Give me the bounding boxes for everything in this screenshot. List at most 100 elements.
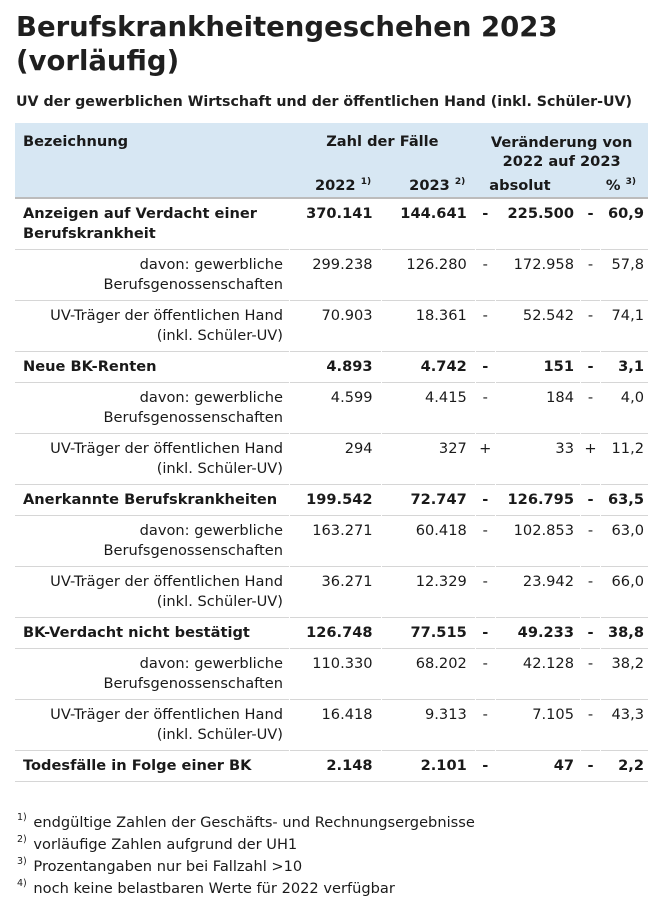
cell-absolute: 126.795 xyxy=(494,484,581,516)
cell-percent: 63,0 xyxy=(599,515,648,567)
cell-absolute: 23.942 xyxy=(494,566,581,618)
cell-2022: 126.748 xyxy=(288,617,382,649)
footnote-mark: 4) xyxy=(17,878,27,889)
cell-sign-percent: - xyxy=(580,515,601,567)
cell-percent: 63,5 xyxy=(599,484,648,516)
cell-sign-percent: - xyxy=(580,617,601,649)
row-label: UV-Träger der öffentlichen Hand (inkl. S… xyxy=(15,566,290,618)
year-2023-label: 2023 xyxy=(409,177,450,194)
cell-2023: 2.101 xyxy=(380,750,476,782)
column-header-change: Veränderung von 2022 auf 2023 xyxy=(475,123,648,171)
cell-sign-absolute: - xyxy=(474,566,496,618)
cell-percent: 2,2 xyxy=(599,750,648,782)
cell-2023: 144.641 xyxy=(380,197,476,250)
cell-2022: 163.271 xyxy=(288,515,382,567)
cell-sign-absolute: - xyxy=(474,699,496,751)
header-spacer xyxy=(15,171,290,198)
footnote-item: 2) vorläufige Zahlen aufgrund der UH1 xyxy=(17,834,475,856)
cell-sign-percent: - xyxy=(580,699,601,751)
cell-sign-absolute: - xyxy=(474,249,496,301)
table-row-sub: UV-Träger der öffentlichen Hand (inkl. S… xyxy=(15,699,648,751)
cell-sign-absolute: - xyxy=(474,484,496,516)
row-label: UV-Träger der öffentlichen Hand (inkl. S… xyxy=(15,699,290,751)
cell-absolute: 49.233 xyxy=(494,617,581,649)
cell-sign-percent: - xyxy=(580,249,601,301)
cell-2023: 68.202 xyxy=(380,648,476,700)
cell-absolute: 225.500 xyxy=(494,197,581,250)
cell-sign-absolute: - xyxy=(474,750,496,782)
table-row-sub: davon: gewerbliche Berufsgenossenschafte… xyxy=(15,249,648,301)
footnote-text: vorläufige Zahlen aufgrund der UH1 xyxy=(33,836,298,853)
row-label: UV-Träger der öffentlichen Hand (inkl. S… xyxy=(15,433,290,485)
row-label: BK-Verdacht nicht bestätigt xyxy=(15,617,290,649)
table-row-main: BK-Verdacht nicht bestätigt 126.748 77.515… xyxy=(15,617,648,649)
cell-percent: 74,1 xyxy=(599,300,648,352)
row-label: davon: gewerbliche Berufsgenossenschafte… xyxy=(15,382,290,434)
row-label: Neue BK-Renten xyxy=(15,351,290,383)
cell-2022: 70.903 xyxy=(288,300,382,352)
cell-absolute: 151 xyxy=(494,351,581,383)
column-header-2022: 2022 1) xyxy=(289,171,382,198)
cell-2022: 16.418 xyxy=(288,699,382,751)
cell-2022: 294 xyxy=(288,433,382,485)
column-header-percent: % 3) xyxy=(580,171,648,198)
cell-sign-percent: - xyxy=(580,351,601,383)
cell-sign-absolute: - xyxy=(474,617,496,649)
cell-sign-percent: - xyxy=(580,484,601,516)
footnote-item: 4) noch keine belastbaren Werte für 2022… xyxy=(17,878,475,900)
cell-percent: 60,9 xyxy=(599,197,648,250)
footnote-text: endgültige Zahlen der Geschäfts- und Rec… xyxy=(33,814,475,831)
footnotes: 1) endgültige Zahlen der Geschäfts- und … xyxy=(17,812,475,900)
table-row-main: Anzeigen auf Verdacht einer Berufskrankh… xyxy=(15,197,648,250)
row-label: UV-Träger der öffentlichen Hand (inkl. S… xyxy=(15,300,290,352)
year-2022-label: 2022 xyxy=(314,177,356,194)
row-label: Anzeigen auf Verdacht einer Berufskrankh… xyxy=(15,197,290,250)
footnote-text: Prozentangaben nur bei Fallzahl >10 xyxy=(33,858,303,875)
cell-2022: 110.330 xyxy=(288,648,382,700)
percent-footnote-mark: 3) xyxy=(625,177,636,187)
cell-percent: 38,2 xyxy=(599,648,648,700)
cell-absolute: 172.958 xyxy=(494,249,581,301)
footnote-mark: 3) xyxy=(17,856,27,867)
cell-absolute: 33 xyxy=(494,433,581,485)
table-row-sub: davon: gewerbliche Berufsgenossenschafte… xyxy=(15,648,648,700)
table-row-sub: UV-Träger der öffentlichen Hand (inkl. S… xyxy=(15,300,648,352)
cell-sign-percent: - xyxy=(580,566,601,618)
footnote-mark: 1) xyxy=(17,812,27,823)
cell-2023: 4.742 xyxy=(380,351,476,383)
cell-sign-percent: - xyxy=(580,300,601,352)
cell-2023: 327 xyxy=(380,433,476,485)
cell-sign-percent: - xyxy=(580,648,601,700)
cell-sign-percent: - xyxy=(580,382,601,434)
cell-2023: 126.280 xyxy=(380,249,476,301)
cell-absolute: 47 xyxy=(494,750,581,782)
footnote-text: noch keine belastbaren Werte für 2022 ve… xyxy=(33,880,395,897)
cell-2023: 4.415 xyxy=(380,382,476,434)
footnote-item: 1) endgültige Zahlen der Geschäfts- und … xyxy=(17,812,475,834)
table-row-main: Neue BK-Renten 4.893 4.742-151-3,1 xyxy=(15,351,648,383)
cell-2023: 9.313 xyxy=(380,699,476,751)
cell-percent: 38,8 xyxy=(599,617,648,649)
percent-label: % xyxy=(605,177,621,194)
cell-2022: 4.893 xyxy=(288,351,382,383)
cell-2023: 72.747 xyxy=(380,484,476,516)
cell-2022: 199.542 xyxy=(288,484,382,516)
cell-absolute: 7.105 xyxy=(494,699,581,751)
row-label: davon: gewerbliche Berufsgenossenschafte… xyxy=(15,648,290,700)
table-row-sub: davon: gewerbliche Berufsgenossenschafte… xyxy=(15,515,648,567)
table-row-sub: UV-Träger der öffentlichen Hand (inkl. S… xyxy=(15,433,648,485)
row-label: davon: gewerbliche Berufsgenossenschafte… xyxy=(15,515,290,567)
column-header-count: Zahl der Fälle xyxy=(289,123,476,171)
cell-2022: 299.238 xyxy=(288,249,382,301)
table-body: Anzeigen auf Verdacht einer Berufskrankh… xyxy=(15,197,648,782)
cell-percent: 57,8 xyxy=(599,249,648,301)
cell-2022: 4.599 xyxy=(288,382,382,434)
page-title: Berufskrankheitengeschehen 2023 (vorläuf… xyxy=(16,11,558,77)
cell-sign-percent: + xyxy=(580,433,601,485)
table-row-main: Todesfälle in Folge einer BK 2.148 2.101-4… xyxy=(15,750,648,782)
cell-percent: 66,0 xyxy=(599,566,648,618)
cell-absolute: 184 xyxy=(494,382,581,434)
cell-percent: 4,0 xyxy=(599,382,648,434)
cell-sign-percent: - xyxy=(580,197,601,250)
cell-sign-absolute: - xyxy=(474,300,496,352)
